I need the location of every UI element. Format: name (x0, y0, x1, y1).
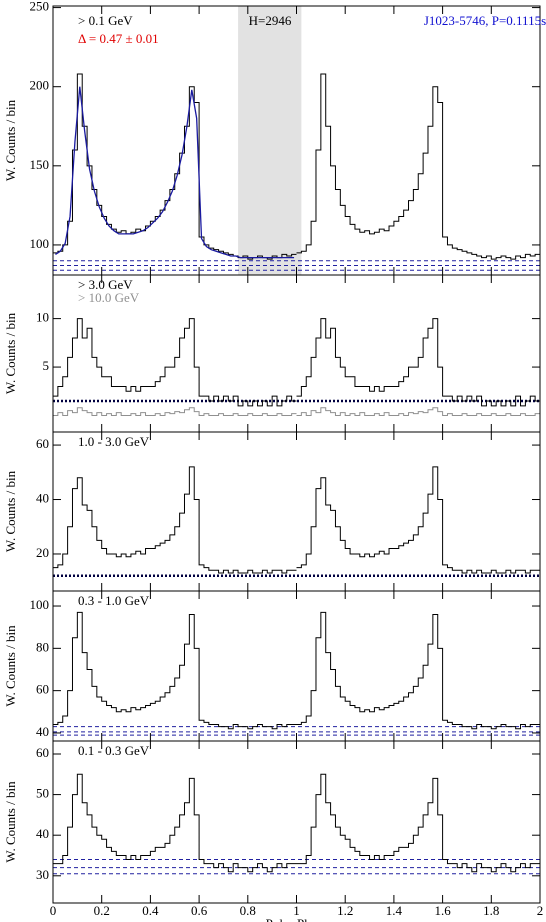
panel-frame (52, 590, 541, 742)
y-tick-label: 150 (30, 157, 50, 172)
y-tick-label: 5 (43, 358, 50, 373)
pulse-profile (53, 466, 297, 574)
y-tick-label: 100 (30, 236, 50, 251)
y-tick-label: 30 (36, 867, 49, 882)
x-tick-label: 1.4 (386, 903, 403, 918)
y-axis-label: W. Counts / bin (3, 312, 18, 394)
x-tick-label: 0.2 (94, 903, 110, 918)
x-tick-label: 0.4 (142, 903, 159, 918)
y-tick-label: 40 (36, 826, 49, 841)
x-tick-label: 1 (293, 903, 300, 918)
fit-curve (55, 86, 295, 259)
annotation: 0.1 - 0.3 GeV (78, 743, 150, 758)
pulse-profile (296, 611, 540, 730)
x-tick-label: 1.6 (434, 903, 451, 918)
x-tick-label: 0 (50, 903, 57, 918)
y-tick-label: 60 (36, 682, 49, 697)
y-tick-label: 10 (36, 310, 49, 325)
annotation: 1.0 - 3.0 GeV (78, 434, 150, 449)
x-tick-label: 0.8 (240, 903, 256, 918)
panel-frame (52, 740, 541, 904)
annotation: > 0.1 GeV (78, 13, 133, 28)
y-tick-label: 200 (30, 78, 50, 93)
pulse-profile (53, 407, 297, 417)
y-tick-label: 60 (36, 436, 49, 451)
y-axis-label: W. Counts / bin (3, 781, 18, 863)
annotation: J1023-5746, P=0.1115s (424, 13, 546, 28)
annotation: > 10.0 GeV (78, 290, 140, 305)
x-tick-label: 1.8 (483, 903, 499, 918)
y-axis-label: W. Counts / bin (3, 625, 18, 707)
annotation: Δ = 0.47 ± 0.01 (78, 31, 159, 46)
y-tick-label: 40 (36, 491, 49, 506)
x-tick-label: 0.6 (191, 903, 208, 918)
pulse-profile (53, 611, 297, 730)
x-tick-label: 2 (537, 903, 544, 918)
y-tick-label: 50 (36, 786, 49, 801)
y-tick-label: 20 (36, 545, 49, 560)
y-tick-label: 80 (36, 639, 49, 654)
y-tick-label: 250 (30, 0, 50, 14)
pulse-profile (296, 73, 540, 260)
annotation: > 3.0 GeV (78, 277, 133, 292)
pulse-profile (296, 773, 540, 873)
y-tick-label: 60 (36, 745, 49, 760)
y-axis-label: W. Counts / bin (3, 99, 18, 181)
x-tick-label: 1.2 (337, 903, 353, 918)
x-axis-label: Pulse Phase (266, 916, 328, 922)
y-tick-label: 40 (36, 724, 49, 739)
annotation: 0.3 - 1.0 GeV (78, 593, 150, 608)
y-tick-label: 100 (30, 597, 50, 612)
phase-band (238, 6, 302, 275)
y-axis-label: W. Counts / bin (3, 470, 18, 552)
annotation: H=2946 (249, 13, 292, 28)
pulse-profile (53, 318, 297, 407)
pulse-profile (296, 407, 540, 417)
pulse-profile (296, 318, 540, 407)
pulse-profile (53, 773, 297, 873)
pulse-profile (296, 466, 540, 574)
